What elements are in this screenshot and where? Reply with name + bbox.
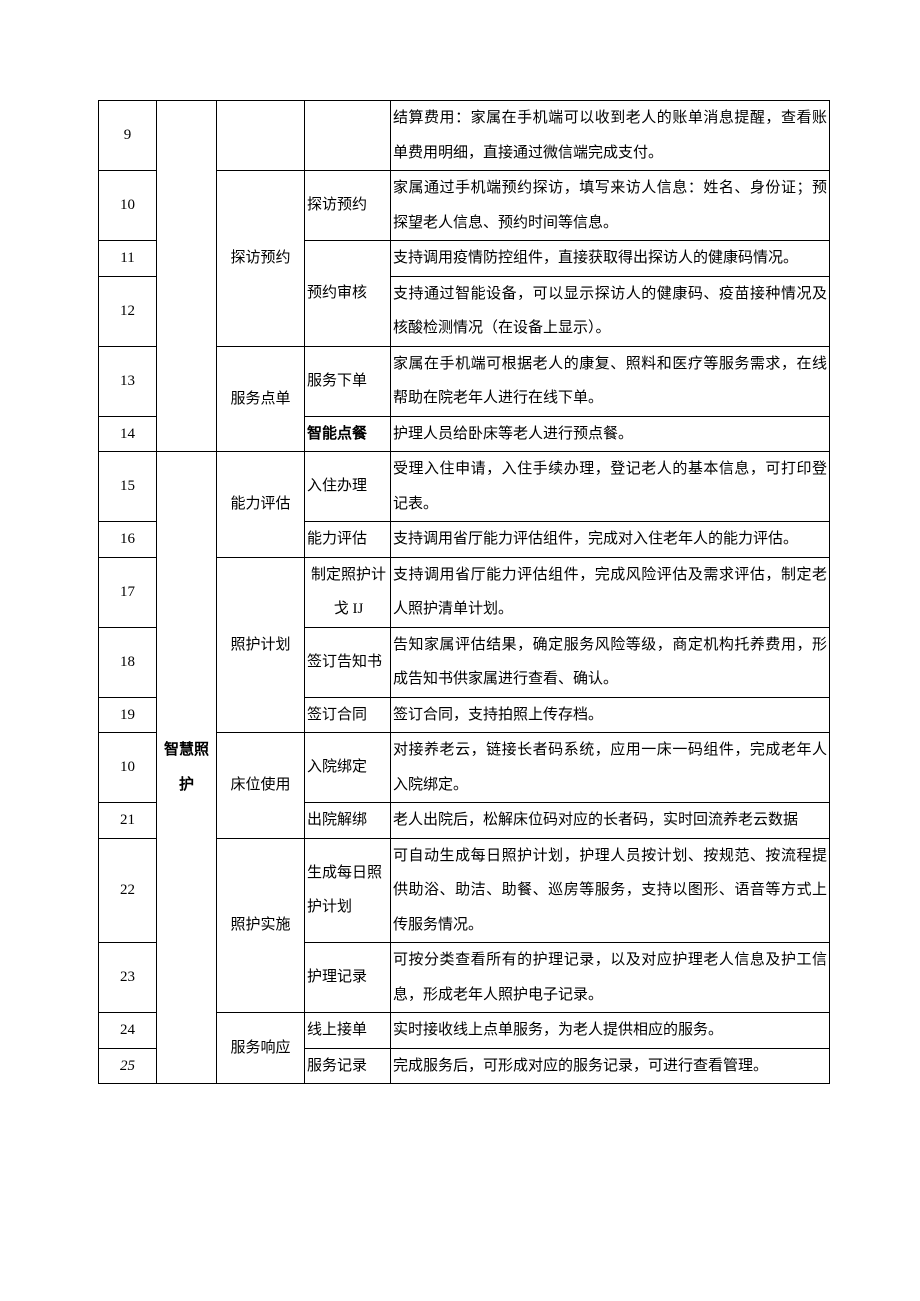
cell-desc: 完成服务后，可形成对应的服务记录，可进行查看管理。	[391, 1048, 830, 1084]
cell-desc: 实时接收线上点单服务，为老人提供相应的服务。	[391, 1013, 830, 1049]
cell-num: 12	[99, 276, 157, 346]
cell-cat2: 服务响应	[217, 1013, 305, 1084]
cell-desc: 可按分类查看所有的护理记录，以及对应护理老人信息及护工信息，形成老年人照护电子记…	[391, 943, 830, 1013]
cell-cat3: 制定照护计戈 IJ	[305, 557, 391, 627]
cell-cat3: 入住办理	[305, 452, 391, 522]
cell-cat3: 探访预约	[305, 171, 391, 241]
cell-num: 14	[99, 416, 157, 452]
cell-cat3	[305, 101, 391, 171]
cell-desc: 受理入住申请，入住手续办理，登记老人的基本信息，可打印登记表。	[391, 452, 830, 522]
cell-desc: 家属在手机端可根据老人的康复、照料和医疗等服务需求，在线帮助在院老年人进行在线下…	[391, 346, 830, 416]
cell-num: 23	[99, 943, 157, 1013]
cell-cat2: 服务点单	[217, 346, 305, 452]
cell-desc: 支持调用省厅能力评估组件，完成风险评估及需求评估，制定老人照护清单计划。	[391, 557, 830, 627]
cell-cat3: 服务下单	[305, 346, 391, 416]
cell-cat3: 出院解绑	[305, 803, 391, 839]
cell-cat1	[157, 101, 217, 452]
cell-cat2: 床位使用	[217, 733, 305, 839]
cell-cat1: 智慧照护	[157, 452, 217, 1084]
spec-table: 9 结算费用：家属在手机端可以收到老人的账单消息提醒，查看账单费用明细，直接通过…	[98, 100, 830, 1084]
cell-desc: 可自动生成每日照护计划，护理人员按计划、按规范、按流程提供助浴、助洁、助餐、巡房…	[391, 838, 830, 943]
cell-num: 18	[99, 627, 157, 697]
cell-desc: 老人出院后，松解床位码对应的长者码，实时回流养老云数据	[391, 803, 830, 839]
cell-cat3: 签订合同	[305, 697, 391, 733]
cell-desc: 支持通过智能设备，可以显示探访人的健康码、疫苗接种情况及核酸检测情况（在设备上显…	[391, 276, 830, 346]
cell-desc: 家属通过手机端预约探访，填写来访人信息：姓名、身份证；预探望老人信息、预约时间等…	[391, 171, 830, 241]
cell-cat3: 入院绑定	[305, 733, 391, 803]
cell-num: 10	[99, 733, 157, 803]
cell-num: 10	[99, 171, 157, 241]
cell-num: 25	[99, 1048, 157, 1084]
table-row: 15 智慧照护 能力评估 入住办理 受理入住申请，入住手续办理，登记老人的基本信…	[99, 452, 830, 522]
cell-cat3: 能力评估	[305, 522, 391, 558]
cell-cat3: 服务记录	[305, 1048, 391, 1084]
cell-cat3: 生成每日照护计划	[305, 838, 391, 943]
cell-cat2: 探访预约	[217, 171, 305, 347]
cell-desc: 对接养老云，链接长者码系统，应用一床一码组件，完成老年人入院绑定。	[391, 733, 830, 803]
cell-cat3: 智能点餐	[305, 416, 391, 452]
cell-desc: 护理人员给卧床等老人进行预点餐。	[391, 416, 830, 452]
cell-cat3: 线上接单	[305, 1013, 391, 1049]
cell-num: 16	[99, 522, 157, 558]
cell-cat3: 签订告知书	[305, 627, 391, 697]
cell-cat2: 能力评估	[217, 452, 305, 558]
cell-cat3: 护理记录	[305, 943, 391, 1013]
cell-num: 13	[99, 346, 157, 416]
cell-num: 15	[99, 452, 157, 522]
cell-desc: 结算费用：家属在手机端可以收到老人的账单消息提醒，查看账单费用明细，直接通过微信…	[391, 101, 830, 171]
cell-desc: 告知家属评估结果，确定服务风险等级，商定机构托养费用，形成告知书供家属进行查看、…	[391, 627, 830, 697]
cell-num: 24	[99, 1013, 157, 1049]
cell-cat3: 预约审核	[305, 241, 391, 347]
cell-desc: 支持调用省厅能力评估组件，完成对入住老年人的能力评估。	[391, 522, 830, 558]
cell-num: 9	[99, 101, 157, 171]
cell-num: 22	[99, 838, 157, 943]
cell-cat2: 照护计划	[217, 557, 305, 733]
cell-cat2	[217, 101, 305, 171]
cell-desc: 签订合同，支持拍照上传存档。	[391, 697, 830, 733]
cell-num: 19	[99, 697, 157, 733]
cell-cat2: 照护实施	[217, 838, 305, 1013]
cell-num: 21	[99, 803, 157, 839]
cell-num: 17	[99, 557, 157, 627]
cell-num: 11	[99, 241, 157, 277]
cell-desc: 支持调用疫情防控组件，直接获取得出探访人的健康码情况。	[391, 241, 830, 277]
table-row: 9 结算费用：家属在手机端可以收到老人的账单消息提醒，查看账单费用明细，直接通过…	[99, 101, 830, 171]
